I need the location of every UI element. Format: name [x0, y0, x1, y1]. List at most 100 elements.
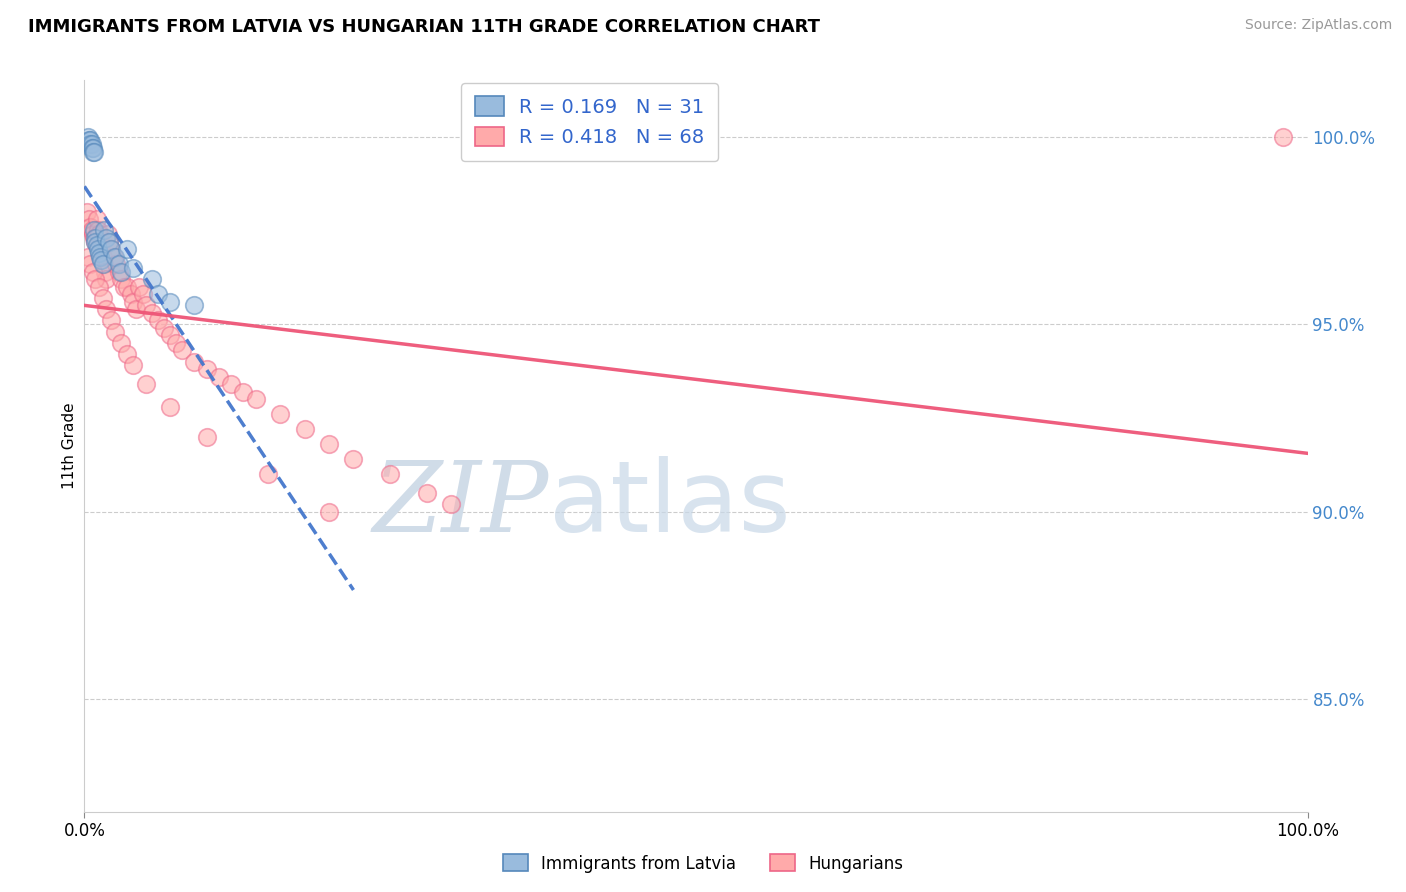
- Point: [159, 400, 181, 414]
- Point: [232, 384, 254, 399]
- Point: [89, 250, 111, 264]
- Point: [79, 133, 101, 147]
- Text: IMMIGRANTS FROM LATVIA VS HUNGARIAN 11TH GRADE CORRELATION CHART: IMMIGRANTS FROM LATVIA VS HUNGARIAN 11TH…: [28, 18, 820, 36]
- Point: [165, 335, 187, 350]
- Point: [90, 242, 112, 256]
- Point: [84, 235, 107, 249]
- Point: [77, 250, 100, 264]
- Point: [79, 257, 101, 271]
- Point: [100, 242, 122, 256]
- Point: [183, 298, 205, 312]
- Point: [96, 231, 118, 245]
- Point: [245, 392, 267, 406]
- Point: [105, 257, 128, 271]
- Text: Source: ZipAtlas.com: Source: ZipAtlas.com: [1244, 18, 1392, 32]
- Point: [79, 136, 101, 151]
- Point: [87, 223, 110, 237]
- Point: [1272, 129, 1295, 144]
- Text: ZIP: ZIP: [373, 457, 550, 552]
- Point: [82, 145, 104, 159]
- Point: [128, 279, 150, 293]
- Point: [77, 133, 100, 147]
- Point: [100, 242, 122, 256]
- Point: [86, 212, 108, 227]
- Text: atlas: atlas: [550, 456, 790, 553]
- Point: [89, 235, 111, 249]
- Point: [83, 145, 105, 159]
- Point: [257, 467, 280, 482]
- Point: [195, 429, 218, 443]
- Point: [83, 223, 105, 237]
- Point: [110, 272, 132, 286]
- Point: [80, 136, 103, 151]
- Point: [122, 294, 145, 309]
- Point: [110, 335, 132, 350]
- Point: [79, 219, 101, 234]
- Point: [416, 486, 439, 500]
- Point: [82, 264, 104, 278]
- Y-axis label: 11th Grade: 11th Grade: [62, 402, 77, 490]
- Point: [141, 272, 163, 286]
- Point: [172, 343, 194, 358]
- Point: [80, 141, 103, 155]
- Point: [135, 298, 157, 312]
- Point: [87, 279, 110, 293]
- Point: [380, 467, 402, 482]
- Point: [82, 141, 104, 155]
- Point: [153, 321, 176, 335]
- Point: [107, 264, 129, 278]
- Point: [110, 264, 132, 278]
- Point: [115, 279, 138, 293]
- Point: [77, 129, 100, 144]
- Point: [103, 250, 125, 264]
- Point: [135, 377, 157, 392]
- Point: [219, 377, 242, 392]
- Point: [80, 223, 103, 237]
- Point: [183, 354, 205, 368]
- Point: [77, 212, 100, 227]
- Point: [90, 253, 112, 268]
- Point: [84, 231, 107, 245]
- Point: [440, 497, 463, 511]
- Point: [93, 257, 115, 271]
- Point: [86, 238, 108, 252]
- Point: [107, 257, 129, 271]
- Point: [195, 362, 218, 376]
- Point: [132, 287, 155, 301]
- Point: [91, 250, 114, 264]
- Point: [342, 452, 364, 467]
- Point: [76, 204, 98, 219]
- Point: [159, 328, 181, 343]
- Point: [318, 437, 340, 451]
- Point: [104, 250, 127, 264]
- Point: [104, 325, 127, 339]
- Point: [87, 242, 110, 256]
- Point: [97, 235, 120, 249]
- Point: [100, 313, 122, 327]
- Legend: Immigrants from Latvia, Hungarians: Immigrants from Latvia, Hungarians: [496, 847, 910, 880]
- Point: [96, 302, 118, 317]
- Point: [115, 242, 138, 256]
- Point: [87, 245, 110, 260]
- Point: [87, 227, 110, 241]
- Point: [96, 272, 118, 286]
- Point: [97, 227, 120, 241]
- Legend: R = 0.169   N = 31, R = 0.418   N = 68: R = 0.169 N = 31, R = 0.418 N = 68: [461, 83, 718, 161]
- Point: [318, 505, 340, 519]
- Point: [91, 291, 114, 305]
- Point: [146, 313, 169, 327]
- Point: [84, 235, 107, 249]
- Point: [82, 227, 104, 241]
- Point: [83, 231, 105, 245]
- Point: [84, 272, 107, 286]
- Point: [122, 260, 145, 275]
- Point: [112, 279, 135, 293]
- Point: [122, 359, 145, 373]
- Point: [159, 294, 181, 309]
- Point: [93, 223, 115, 237]
- Point: [269, 407, 291, 421]
- Point: [141, 306, 163, 320]
- Point: [115, 347, 138, 361]
- Point: [208, 369, 231, 384]
- Point: [97, 235, 120, 249]
